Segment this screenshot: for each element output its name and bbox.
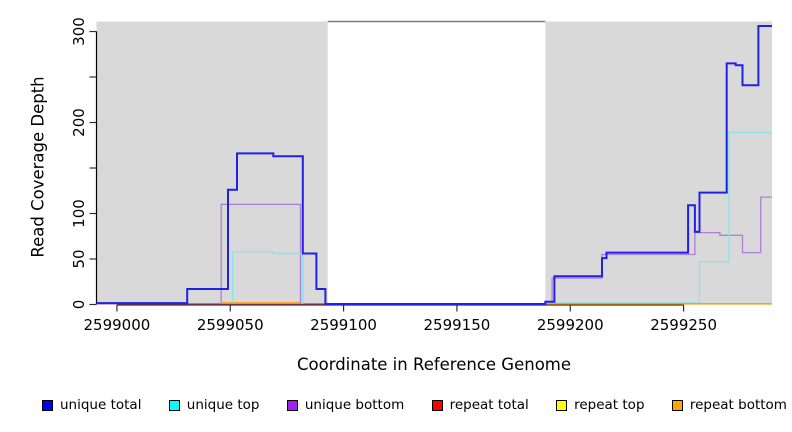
legend-item-repeat-bottom: repeat bottom xyxy=(671,397,787,413)
legend-label-unique-bottom: unique bottom xyxy=(304,397,405,413)
y-tick-label: 100 xyxy=(70,199,88,228)
x-axis-title: Coordinate in Reference Genome xyxy=(296,355,572,374)
legend-swatch-repeat-bottom-icon xyxy=(671,399,683,411)
legend-label-unique-total: unique total xyxy=(60,397,142,413)
series-unique-top-line xyxy=(231,251,304,304)
legend-swatch-unique-bottom-icon xyxy=(286,399,298,411)
legend-item-repeat-total: repeat total xyxy=(431,397,529,413)
series-unique-total-line xyxy=(96,25,772,305)
legend-swatch-repeat-total-icon xyxy=(431,399,443,411)
legend-label-repeat-top: repeat top xyxy=(574,397,645,413)
legend-swatch-repeat-top-icon xyxy=(556,399,568,411)
legend-item-unique-total: unique total xyxy=(42,397,141,413)
legend-item-unique-top: unique top xyxy=(168,397,260,413)
y-tick-label: 300 xyxy=(70,17,88,46)
x-tick-label: 2599200 xyxy=(537,316,604,334)
legend: unique total unique top unique bottom re… xyxy=(42,393,787,417)
x-tick-label: 2599050 xyxy=(197,316,264,334)
series-unique-bottom-line xyxy=(551,196,772,304)
x-tick-label: 2599100 xyxy=(310,316,377,334)
legend-label-repeat-bottom: repeat bottom xyxy=(689,397,787,413)
legend-label-repeat-total: repeat total xyxy=(449,397,529,413)
legend-label-unique-top: unique top xyxy=(186,397,260,413)
legend-swatch-unique-total-icon xyxy=(42,399,53,411)
legend-item-unique-bottom: unique bottom xyxy=(286,397,405,413)
x-tick-label: 2599000 xyxy=(83,316,150,334)
x-tick-label: 2599150 xyxy=(424,316,491,334)
y-tick-label: 50 xyxy=(70,249,88,268)
shaded-region-1 xyxy=(545,21,772,305)
shaded-region-0 xyxy=(96,21,328,305)
legend-item-repeat-top: repeat top xyxy=(556,397,645,413)
y-tick-label: 0 xyxy=(70,300,88,310)
y-tick-label: 200 xyxy=(70,108,88,137)
legend-swatch-unique-top-icon xyxy=(168,399,180,411)
y-axis-title: Read Coverage Depth xyxy=(28,76,48,258)
x-tick-label: 2599250 xyxy=(650,316,717,334)
